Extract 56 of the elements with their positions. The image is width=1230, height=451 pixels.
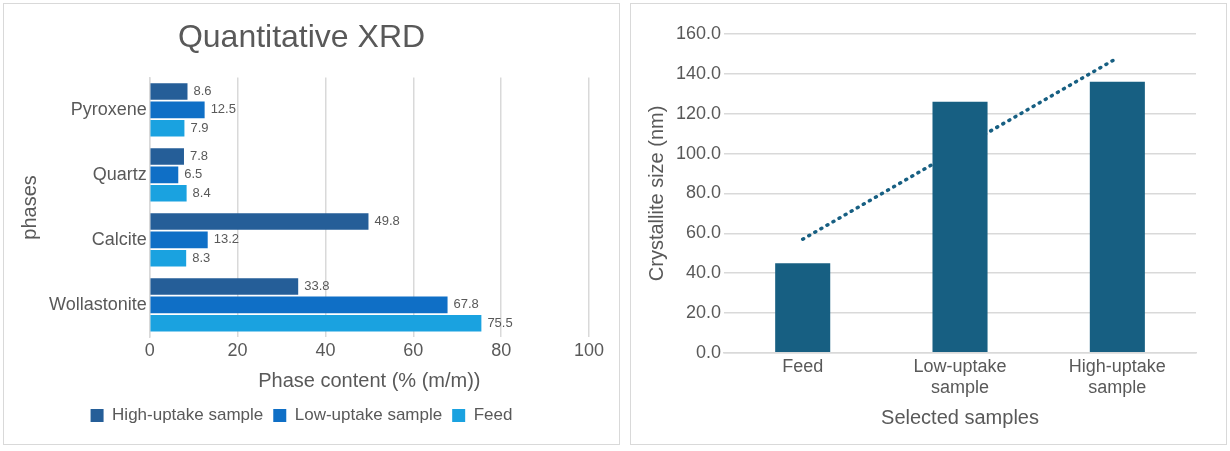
bar xyxy=(775,263,831,353)
x-tick-label: 80 xyxy=(491,340,512,361)
y-tick-label: 40.0 xyxy=(686,262,722,283)
legend-label: Feed xyxy=(473,405,513,425)
bar xyxy=(150,250,187,267)
bar xyxy=(150,278,299,295)
bar xyxy=(150,231,208,249)
bar xyxy=(150,166,179,184)
data-label: 13.2 xyxy=(213,231,240,247)
bar xyxy=(150,120,185,137)
data-label: 6.5 xyxy=(184,166,203,182)
bar xyxy=(150,213,369,230)
y-tick-label: 0.0 xyxy=(696,341,722,362)
y-axis-title: phases xyxy=(17,175,40,240)
bar xyxy=(150,101,205,119)
x-axis-title: Selected samples xyxy=(881,405,1039,428)
bar xyxy=(1089,81,1145,353)
x-tick-label: 0 xyxy=(144,340,155,361)
y-tick-label: 140.0 xyxy=(676,62,722,83)
data-label: 8.4 xyxy=(192,184,211,200)
x-tick-label: High-uptake sample xyxy=(1068,355,1166,398)
x-tick-label: 20 xyxy=(227,340,248,361)
data-label: 75.5 xyxy=(487,314,513,330)
x-tick-label: Low-uptake sample xyxy=(913,355,1007,398)
chart-title: Quantitative XRD xyxy=(177,18,426,55)
data-label: 7.8 xyxy=(189,148,209,164)
legend-label: Low-uptake sample xyxy=(294,405,443,425)
y-tick-label: 80.0 xyxy=(686,182,722,203)
y-tick-label: Pyroxene xyxy=(70,98,147,119)
data-label: 12.5 xyxy=(210,101,236,117)
y-tick-label: Calcite xyxy=(91,228,147,249)
y-tick-label: 120.0 xyxy=(676,102,722,123)
y-tick-label: Wollastonite xyxy=(49,293,147,314)
y-tick-label: Quartz xyxy=(92,163,147,184)
data-label: 67.8 xyxy=(453,296,479,312)
y-tick-label: 60.0 xyxy=(686,222,722,243)
x-axis-title: Phase content (% (m/m)) xyxy=(258,368,481,391)
bar xyxy=(150,296,448,314)
legend-label: High-uptake sample xyxy=(112,405,264,425)
x-tick-label: 100 xyxy=(573,340,605,361)
y-axis-title: Crystallite size (nm) xyxy=(644,105,667,282)
data-label: 33.8 xyxy=(304,278,330,294)
x-tick-label: 40 xyxy=(315,340,336,361)
bar xyxy=(150,315,482,332)
data-label: 8.6 xyxy=(193,83,212,99)
x-tick-label: 60 xyxy=(403,340,424,361)
bar xyxy=(150,185,187,202)
y-tick-label: 100.0 xyxy=(676,142,722,163)
bar xyxy=(150,83,188,100)
bar xyxy=(150,148,184,165)
y-tick-label: 20.0 xyxy=(686,301,722,322)
data-label: 7.9 xyxy=(190,119,209,135)
y-tick-label: 160.0 xyxy=(676,22,722,43)
data-label: 49.8 xyxy=(374,213,400,229)
x-tick-label: Feed xyxy=(782,355,824,376)
data-label: 8.3 xyxy=(192,249,211,265)
